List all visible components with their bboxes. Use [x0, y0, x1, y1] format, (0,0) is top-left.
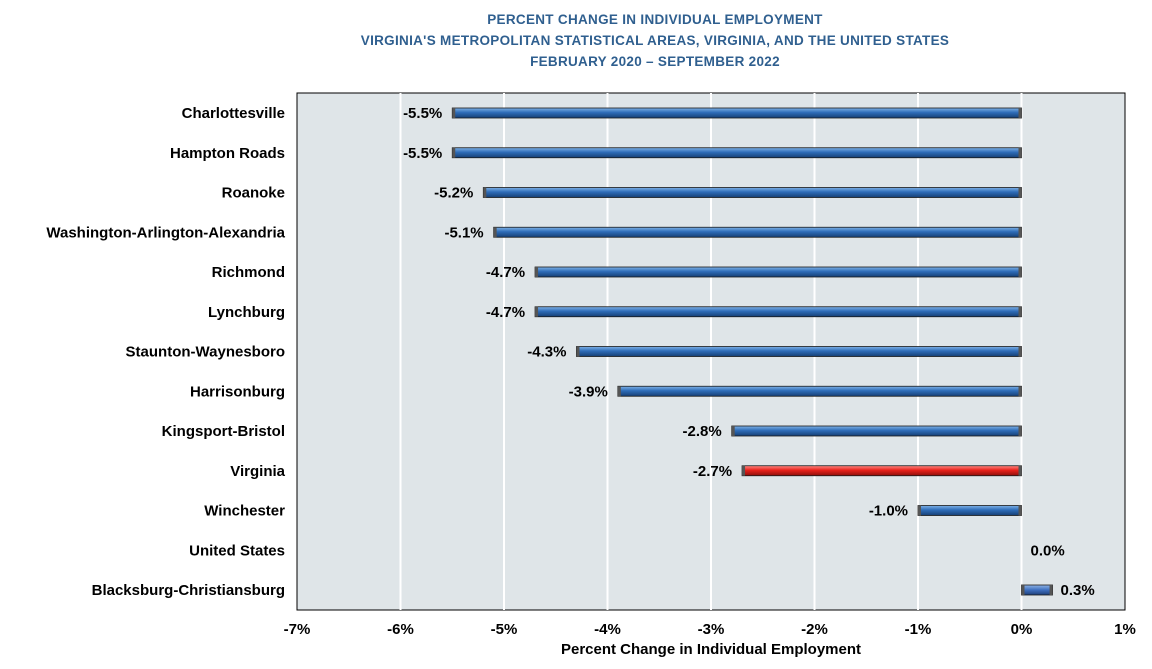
bar-end-cap [742, 465, 746, 476]
category-label: Staunton-Waynesboro [126, 344, 285, 361]
category-label: Hampton Roads [170, 145, 285, 162]
data-label: -3.9% [569, 383, 608, 400]
data-label: -4.3% [527, 344, 566, 361]
x-tick-label: -7% [284, 621, 311, 638]
x-tick-label: -3% [698, 621, 725, 638]
chart-title-line-2: VIRGINIA'S METROPOLITAN STATISTICAL AREA… [360, 33, 950, 48]
bar-end-cap [1018, 426, 1022, 436]
x-tick-label: -5% [491, 621, 518, 638]
category-label: Kingsport-Bristol [162, 423, 285, 440]
bar-end-cap [452, 108, 456, 118]
bar-end-cap [617, 386, 621, 397]
bar-end-cap [493, 227, 497, 238]
data-label: 0.0% [1031, 542, 1065, 559]
category-label: Washington-Arlington-Alexandria [46, 224, 285, 241]
category-label: Blacksburg-Christiansburg [92, 582, 285, 599]
bar [917, 505, 1022, 516]
x-tick-label: -6% [387, 621, 414, 638]
bar [731, 425, 1022, 437]
bar-end-cap [1018, 227, 1022, 238]
category-label: Roanoke [222, 185, 285, 202]
data-label: -5.5% [403, 105, 442, 122]
data-label: -2.7% [693, 463, 732, 480]
bar-end-cap [1018, 267, 1022, 277]
bar-end-cap [1018, 187, 1022, 198]
x-axis-title: Percent Change in Individual Employment [561, 641, 861, 658]
category-label: Richmond [212, 264, 285, 281]
bar [576, 346, 1022, 357]
x-tick-label: -2% [801, 621, 828, 638]
chart-title-line-1: PERCENT CHANGE IN INDIVIDUAL EMPLOYMENT [487, 12, 823, 27]
bar-end-cap [1018, 306, 1022, 317]
bar [451, 147, 1022, 159]
data-label: -4.7% [486, 304, 525, 321]
chart-title-line-3: FEBRUARY 2020 – SEPTEMBER 2022 [530, 54, 780, 69]
bar-end-cap [1049, 585, 1053, 595]
bar-end-cap [1018, 465, 1022, 476]
x-tick-label: -4% [594, 621, 621, 638]
bar-end-cap [731, 426, 735, 436]
x-tick-label: 0% [1011, 621, 1033, 638]
bar [534, 266, 1022, 278]
data-label: -1.0% [869, 503, 908, 520]
category-label: Charlottesville [182, 105, 285, 122]
bar-end-cap [1021, 585, 1025, 595]
data-label: -5.5% [403, 145, 442, 162]
data-label: -5.1% [444, 224, 483, 241]
category-label: United States [189, 542, 285, 559]
data-label: 0.3% [1061, 582, 1095, 599]
category-labels: Charlottesville Hampton Roads Roanoke Washi… [46, 105, 285, 599]
bar-end-cap [452, 147, 456, 158]
x-tick-label: 1% [1114, 621, 1136, 638]
bar [482, 187, 1022, 198]
data-label: -4.7% [486, 264, 525, 281]
category-label: Lynchburg [208, 304, 285, 321]
bar-end-cap [1018, 108, 1022, 118]
bar-end-cap [918, 505, 921, 516]
bars [451, 107, 1053, 596]
category-label: Winchester [204, 503, 285, 520]
data-label: -5.2% [434, 185, 473, 202]
bar [741, 465, 1022, 477]
bar-end-cap [1018, 386, 1022, 397]
bar-end-cap [483, 187, 487, 198]
bar-end-cap [1018, 346, 1022, 357]
chart-title: PERCENT CHANGE IN INDIVIDUAL EMPLOYMENT … [0, 9, 1152, 72]
x-axis-ticks: -7% -6% -5% -4% -3% -2% -1% 0% 1% [284, 621, 1136, 638]
bar [451, 107, 1022, 119]
bar [617, 385, 1022, 397]
bar [493, 226, 1022, 238]
bar [1021, 584, 1053, 596]
bar-end-cap [535, 306, 539, 317]
category-label: Virginia [230, 463, 285, 480]
bar [534, 306, 1022, 318]
bar-end-cap [1018, 505, 1022, 516]
category-label: Harrisonburg [190, 383, 285, 400]
bar-end-cap [1018, 147, 1022, 158]
x-tick-label: -1% [905, 621, 932, 638]
bar-end-cap [576, 346, 580, 357]
data-label: -2.8% [683, 423, 722, 440]
bar-end-cap [535, 267, 539, 277]
value-labels: -5.5% -5.5% -5.2% -5.1% -4.7% -4.7% -4.3% -3.9%… [403, 105, 1095, 599]
